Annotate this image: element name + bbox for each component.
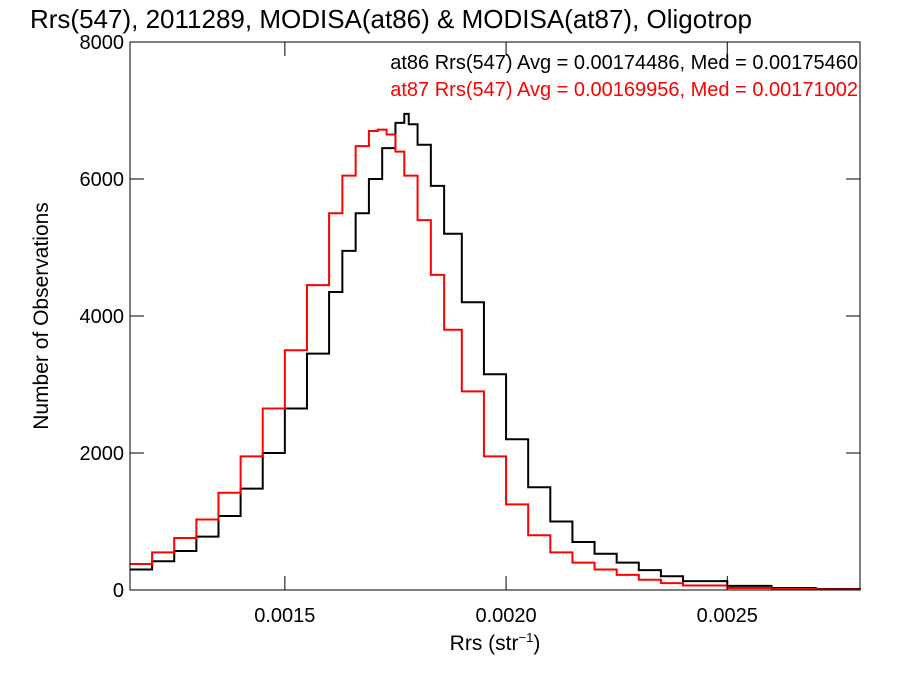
series-line-at87 [130,128,861,591]
plot-frame [129,41,861,591]
x-tick-label: 0.0015 [254,605,315,627]
y-tick-label: 6000 [80,169,125,191]
chart-title: Rrs(547), 2011289, MODISA(at86) & MODISA… [30,4,752,34]
y-axis-label: Number of Observations [30,202,53,430]
x-axis-label: Rrs (str−1) [450,630,541,655]
y-tick-label: 8000 [80,32,125,54]
x-tick-label: 0.0020 [475,605,536,627]
y-tick-label: 0 [113,580,124,602]
plot-series [130,112,861,591]
legend-at86: at86 Rrs(547) Avg = 0.00174486, Med = 0.… [390,52,858,74]
y-tick-label: 4000 [80,306,125,328]
x-tick-label: 0.0025 [697,605,758,627]
series-line-at86 [130,112,861,590]
legend-at87: at87 Rrs(547) Avg = 0.00169956, Med = 0.… [390,79,858,101]
axis-ticks: 0.0015 0.0020 0.0025 0 2000 4000 6000 8000 [80,32,860,627]
y-tick-label: 2000 [80,443,125,465]
